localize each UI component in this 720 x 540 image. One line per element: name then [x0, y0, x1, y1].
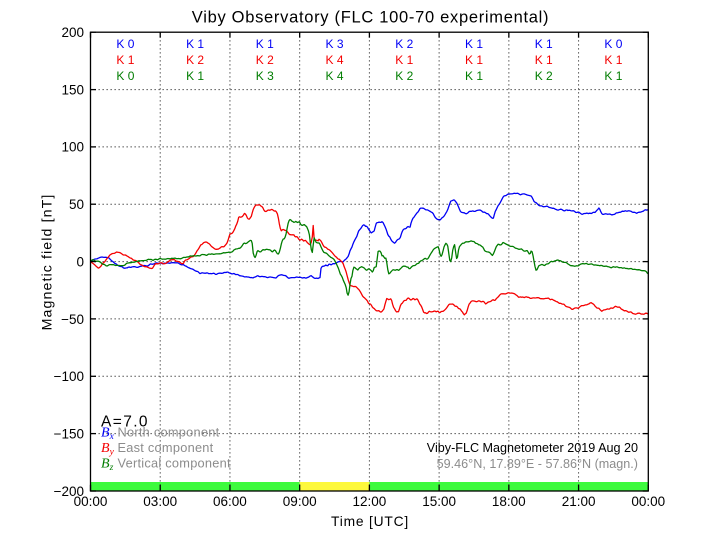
svg-text:00:00: 00:00 [631, 494, 665, 509]
svg-text:Time [UTC]: Time [UTC] [331, 514, 409, 529]
svg-text:K 1: K 1 [465, 69, 483, 83]
svg-text:K 1: K 1 [465, 53, 483, 67]
svg-text:K 3: K 3 [325, 37, 343, 51]
svg-text:18:00: 18:00 [492, 494, 526, 509]
svg-text:K 1: K 1 [604, 53, 622, 67]
svg-text:Magnetic field [nT]: Magnetic field [nT] [40, 194, 56, 331]
svg-text:K 1: K 1 [395, 53, 413, 67]
svg-text:100: 100 [61, 140, 84, 155]
svg-text:15:00: 15:00 [422, 494, 456, 509]
svg-text:−200: −200 [54, 484, 84, 499]
svg-text:K 1: K 1 [535, 37, 553, 51]
svg-text:50: 50 [69, 197, 84, 212]
svg-text:150: 150 [61, 82, 84, 97]
svg-text:K 1: K 1 [604, 69, 622, 83]
svg-text:0: 0 [76, 254, 84, 269]
svg-text:K 1: K 1 [256, 37, 274, 51]
svg-text:K 2: K 2 [535, 69, 553, 83]
svg-text:K 1: K 1 [116, 53, 134, 67]
svg-text:K 4: K 4 [325, 53, 343, 67]
svg-text:K 4: K 4 [325, 69, 343, 83]
svg-text:K 2: K 2 [395, 37, 413, 51]
svg-text:K 2: K 2 [186, 53, 204, 67]
svg-text:K 1: K 1 [186, 37, 204, 51]
svg-text:K 2: K 2 [395, 69, 413, 83]
svg-text:K 1: K 1 [186, 69, 204, 83]
svg-text:Viby Observatory (FLC 100-70 e: Viby Observatory (FLC 100-70 experimenta… [192, 9, 549, 27]
svg-text:North component: North component [118, 425, 220, 440]
svg-text:K 3: K 3 [256, 69, 274, 83]
svg-text:K 0: K 0 [116, 69, 134, 83]
svg-text:K 0: K 0 [116, 37, 134, 51]
svg-text:−150: −150 [54, 426, 84, 441]
svg-text:00:00: 00:00 [74, 494, 108, 509]
svg-text:03:00: 03:00 [143, 494, 177, 509]
svg-text:09:00: 09:00 [283, 494, 317, 509]
svg-text:Viby-FLC Magnetometer 2019 Aug: Viby-FLC Magnetometer 2019 Aug 20 [427, 441, 638, 455]
svg-text:−100: −100 [54, 369, 84, 384]
svg-text:Vertical component: Vertical component [118, 456, 232, 471]
svg-text:K 0: K 0 [604, 37, 622, 51]
svg-text:A=7.0: A=7.0 [101, 414, 149, 431]
svg-text:East component: East component [118, 440, 214, 455]
svg-text:K 1: K 1 [465, 37, 483, 51]
svg-text:K 2: K 2 [256, 53, 274, 67]
svg-text:12:00: 12:00 [353, 494, 387, 509]
svg-text:59.46°N, 17.89°E - 57.86°N (ma: 59.46°N, 17.89°E - 57.86°N (magn.) [437, 457, 638, 471]
svg-text:21:00: 21:00 [562, 494, 596, 509]
svg-text:200: 200 [61, 25, 84, 40]
svg-text:06:00: 06:00 [213, 494, 247, 509]
svg-text:−50: −50 [61, 312, 84, 327]
svg-text:K 1: K 1 [535, 53, 553, 67]
